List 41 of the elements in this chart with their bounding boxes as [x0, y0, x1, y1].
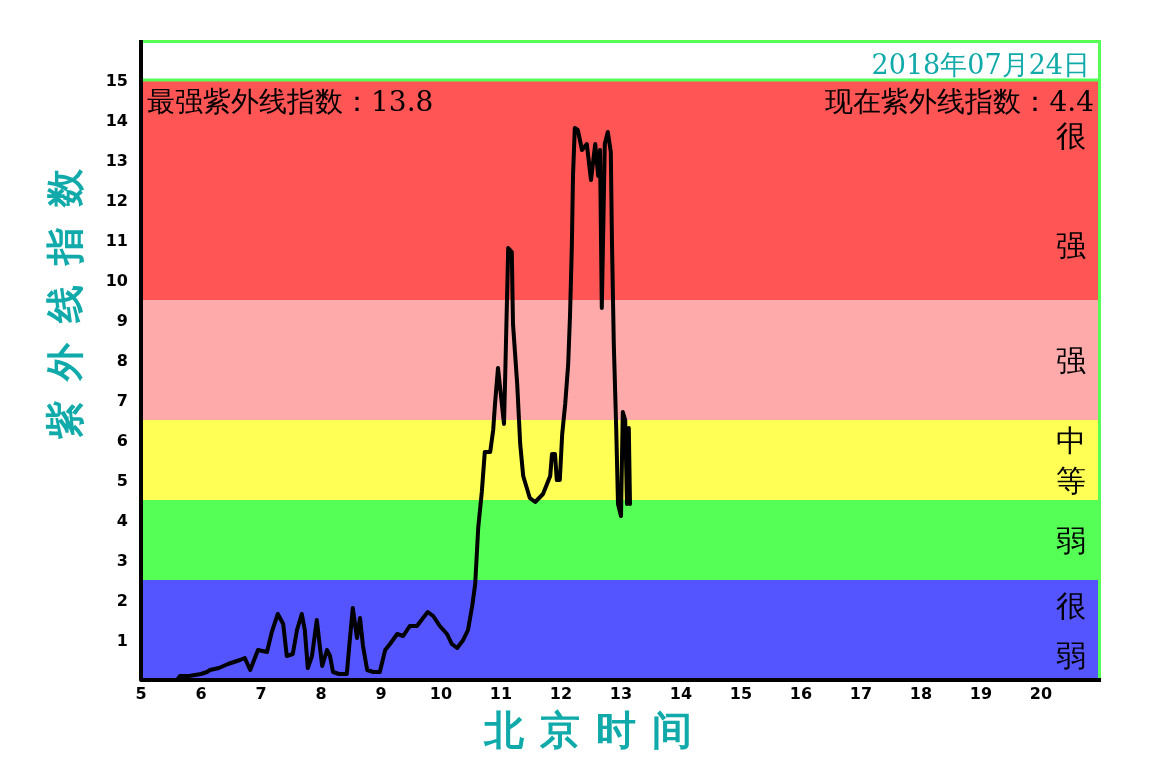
x-tick-label: 6 — [195, 684, 207, 703]
x-tick-label: 15 — [729, 684, 753, 703]
x-tick-label: 11 — [489, 684, 513, 703]
y-tick-label: 5 — [116, 470, 128, 490]
y-axis-title: 紫外线指数 — [42, 149, 87, 440]
x-tick-label: 10 — [429, 684, 453, 703]
x-tick-label: 8 — [315, 684, 327, 703]
y-tick-label: 9 — [116, 310, 128, 330]
x-tick-label: 20 — [1029, 684, 1053, 703]
x-tick-label: 7 — [255, 684, 267, 703]
text: 很强 — [1056, 117, 1086, 263]
y-tick-label: 7 — [116, 390, 128, 410]
chart-title: 2018年07月24日 — [871, 49, 1090, 80]
y-tick-label: 13 — [105, 150, 128, 170]
y-tick-label: 14 — [105, 110, 128, 130]
y-tick-label: 10 — [105, 270, 128, 290]
y-tick-label: 15 — [105, 70, 128, 90]
y-tick-label: 6 — [116, 430, 128, 450]
band-label: 很弱 — [1056, 587, 1086, 673]
band-label: 强 — [1056, 342, 1086, 378]
y-tick-label: 3 — [116, 550, 128, 570]
x-tick-label: 5 — [135, 684, 147, 703]
x-axis-title: 北京时间 — [483, 706, 708, 753]
x-tick-label: 12 — [549, 684, 573, 703]
y-tick-label: 4 — [116, 510, 128, 530]
x-tick-label: 13 — [609, 684, 633, 703]
band-label: 中等 — [1056, 422, 1086, 498]
y-tick-label: 8 — [116, 350, 128, 370]
y-tick-label: 2 — [116, 590, 128, 610]
x-tick-label: 19 — [969, 684, 993, 703]
x-tick-label: 9 — [375, 684, 387, 703]
x-tick-label: 16 — [789, 684, 813, 703]
y-tick-label: 11 — [105, 230, 128, 250]
y-tick-label: 12 — [105, 190, 128, 210]
x-tick-label: 18 — [909, 684, 933, 703]
band-label: 弱 — [1056, 522, 1086, 558]
annotation: 现在紫外线指数：4.4 — [825, 85, 1094, 118]
annotation: 最强紫外线指数：13.8 — [147, 85, 434, 118]
y-tick-label: 1 — [116, 630, 128, 650]
x-tick-label: 14 — [669, 684, 693, 703]
x-tick-label: 17 — [849, 684, 873, 703]
